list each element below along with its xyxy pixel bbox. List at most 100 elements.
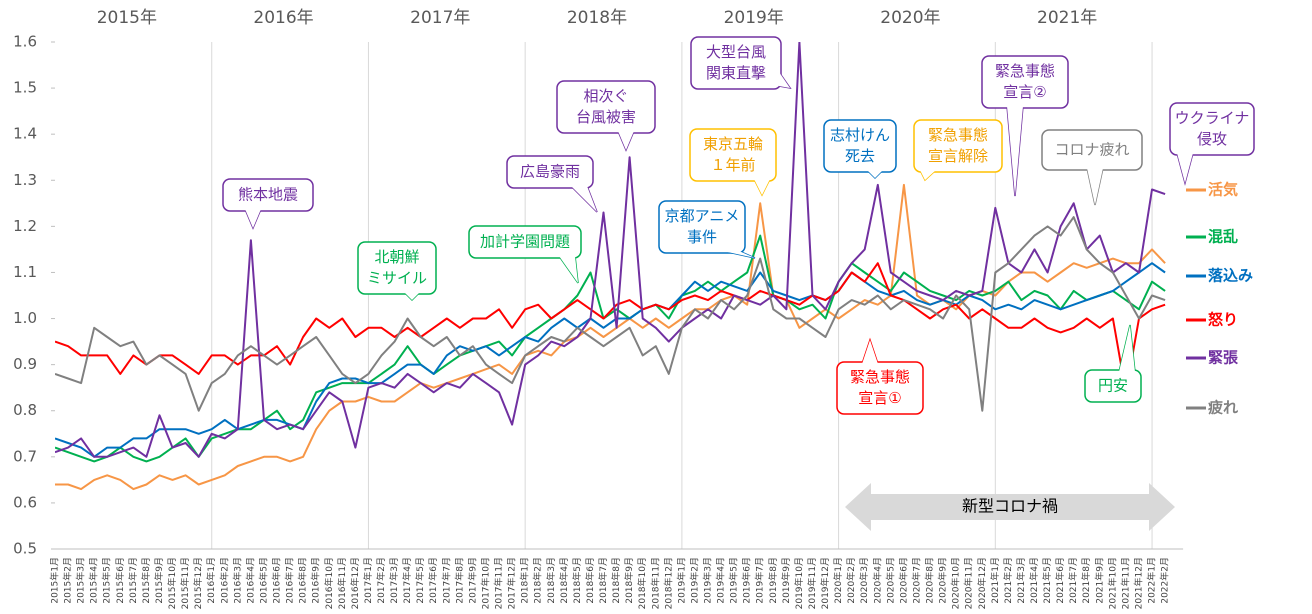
x-tick-label: 2019年3月 <box>702 557 714 604</box>
x-tick-label: 2015年4月 <box>88 557 100 604</box>
x-tick-label: 2017年1月 <box>362 557 374 604</box>
callout-box <box>357 241 437 295</box>
legend-label: 混乱 <box>1208 228 1238 246</box>
x-tick-label: 2016年5月 <box>257 557 269 604</box>
x-tick-label: 2018年7月 <box>597 557 609 604</box>
year-label: 2017年 <box>410 8 470 28</box>
x-tick-label: 2020年5月 <box>884 557 896 604</box>
x-tick-label: 2021年12月 <box>1132 557 1144 609</box>
x-tick-label: 2015年9月 <box>153 557 165 604</box>
x-tick-label: 2016年10月 <box>323 557 335 609</box>
callout-text: 緊急事態 <box>928 126 988 144</box>
callout-pointer-fill <box>1007 106 1023 196</box>
x-tick-label: 2016年8月 <box>297 557 309 604</box>
series-line <box>55 42 1166 458</box>
callout-pointer-fill <box>1119 325 1135 372</box>
x-tick-label: 2016年2月 <box>218 557 230 604</box>
callout-pointer-fill <box>779 72 790 88</box>
x-tick-label: 2021年2月 <box>1002 557 1014 604</box>
callout-text: 京都アニメ <box>665 207 740 225</box>
period-label: 新型コロナ禍 <box>962 497 1058 516</box>
x-tick-label: 2016年4月 <box>244 557 256 604</box>
callout-pointer-fill <box>571 186 597 212</box>
callout-pointer-fill <box>1177 153 1193 183</box>
callout-text: 台風被害 <box>576 108 636 126</box>
y-tick-label: 1.2 <box>13 217 37 235</box>
callout-pointer-fill <box>867 170 883 178</box>
callout-text: 加計学園問題 <box>480 233 570 251</box>
callout-text: 宣言解除 <box>928 147 988 165</box>
y-tick-label: 1.0 <box>13 309 37 327</box>
x-tick-label: 2020年12月 <box>976 557 988 609</box>
x-tick-label: 2018年9月 <box>623 557 635 604</box>
x-tick-label: 2018年1月 <box>519 557 531 604</box>
x-tick-label: 2022年1月 <box>1146 557 1158 604</box>
x-tick-label: 2021年6月 <box>1054 557 1066 604</box>
x-tick-label: 2020年8月 <box>924 557 936 604</box>
x-tick-label: 2015年1月 <box>49 557 61 604</box>
y-tick-label: 1.6 <box>13 33 37 51</box>
x-tick-label: 2017年9月 <box>466 557 478 604</box>
callout-pointer-fill <box>862 340 878 364</box>
x-tick-label: 2015年8月 <box>140 557 152 604</box>
x-tick-label: 2019年12月 <box>819 557 831 609</box>
x-tick-label: 2016年12月 <box>349 557 361 609</box>
x-tick-label: 2016年7月 <box>284 557 296 604</box>
callout-text: 東京五輪 <box>703 135 763 153</box>
callout-box <box>690 36 782 90</box>
x-tick-label: 2020年2月 <box>845 557 857 604</box>
x-tick-label: 2021年7月 <box>1067 557 1079 604</box>
callout-text: 宣言① <box>858 389 901 407</box>
callout-text: 熊本地震 <box>238 186 298 204</box>
callout-text: 緊急事態 <box>850 368 910 386</box>
year-label: 2018年 <box>567 8 627 28</box>
x-tick-label: 2018年10月 <box>636 557 648 609</box>
x-tick-label: 2017年2月 <box>375 557 387 604</box>
callout-pointer-fill <box>404 292 420 300</box>
x-tick-label: 2015年6月 <box>114 557 126 604</box>
legend-label: 疲れ <box>1208 399 1238 417</box>
series-line <box>55 183 1166 491</box>
x-tick-label: 2020年10月 <box>950 557 962 609</box>
callout-box <box>506 155 594 189</box>
series-line <box>55 262 1166 458</box>
x-tick-label: 2018年3月 <box>545 557 557 604</box>
x-tick-label: 2021年5月 <box>1041 557 1053 604</box>
callout-pointer-fill <box>754 179 770 195</box>
x-tick-label: 2020年3月 <box>858 557 870 604</box>
x-tick-label: 2019年5月 <box>728 557 740 604</box>
x-tick-label: 2017年6月 <box>427 557 439 604</box>
callout-text: ウクライナ <box>1175 109 1250 127</box>
x-tick-label: 2016年6月 <box>271 557 283 604</box>
y-tick-label: 0.9 <box>13 355 37 373</box>
x-tick-label: 2018年8月 <box>610 557 622 604</box>
x-tick-label: 2017年12月 <box>506 557 518 609</box>
callout-text: 侵攻 <box>1197 130 1227 148</box>
legend-label: 落込み <box>1208 267 1253 285</box>
x-tick-label: 2020年1月 <box>832 557 844 604</box>
x-tick-label: 2017年4月 <box>401 557 413 604</box>
x-tick-label: 2020年9月 <box>937 557 949 604</box>
callout-text: コロナ疲れ <box>1054 141 1129 159</box>
callout-text: 円安 <box>1098 377 1128 395</box>
x-tick-label: 2016年9月 <box>310 557 322 604</box>
x-tick-label: 2021年9月 <box>1093 557 1105 604</box>
callout-pointer-fill <box>559 256 578 283</box>
x-tick-label: 2016年11月 <box>336 557 348 609</box>
callout-text: 関東直撃 <box>706 64 766 82</box>
callout-box <box>1169 102 1255 156</box>
x-tick-label: 2015年11月 <box>179 557 191 609</box>
y-tick-label: 1.4 <box>13 125 37 143</box>
y-tick-label: 0.7 <box>13 447 37 465</box>
x-tick-label: 2021年8月 <box>1080 557 1092 604</box>
x-tick-label: 2015年10月 <box>166 557 178 609</box>
x-tick-label: 2020年6月 <box>897 557 909 604</box>
x-tick-label: 2018年2月 <box>532 557 544 604</box>
x-tick-label: 2018年5月 <box>571 557 583 604</box>
year-label: 2015年 <box>97 8 157 28</box>
year-label: 2020年 <box>880 8 940 28</box>
callout-box <box>556 80 656 134</box>
callout-text: 相次ぐ <box>583 87 628 105</box>
x-tick-label: 2019年4月 <box>715 557 727 604</box>
period-arrow <box>845 483 1175 531</box>
